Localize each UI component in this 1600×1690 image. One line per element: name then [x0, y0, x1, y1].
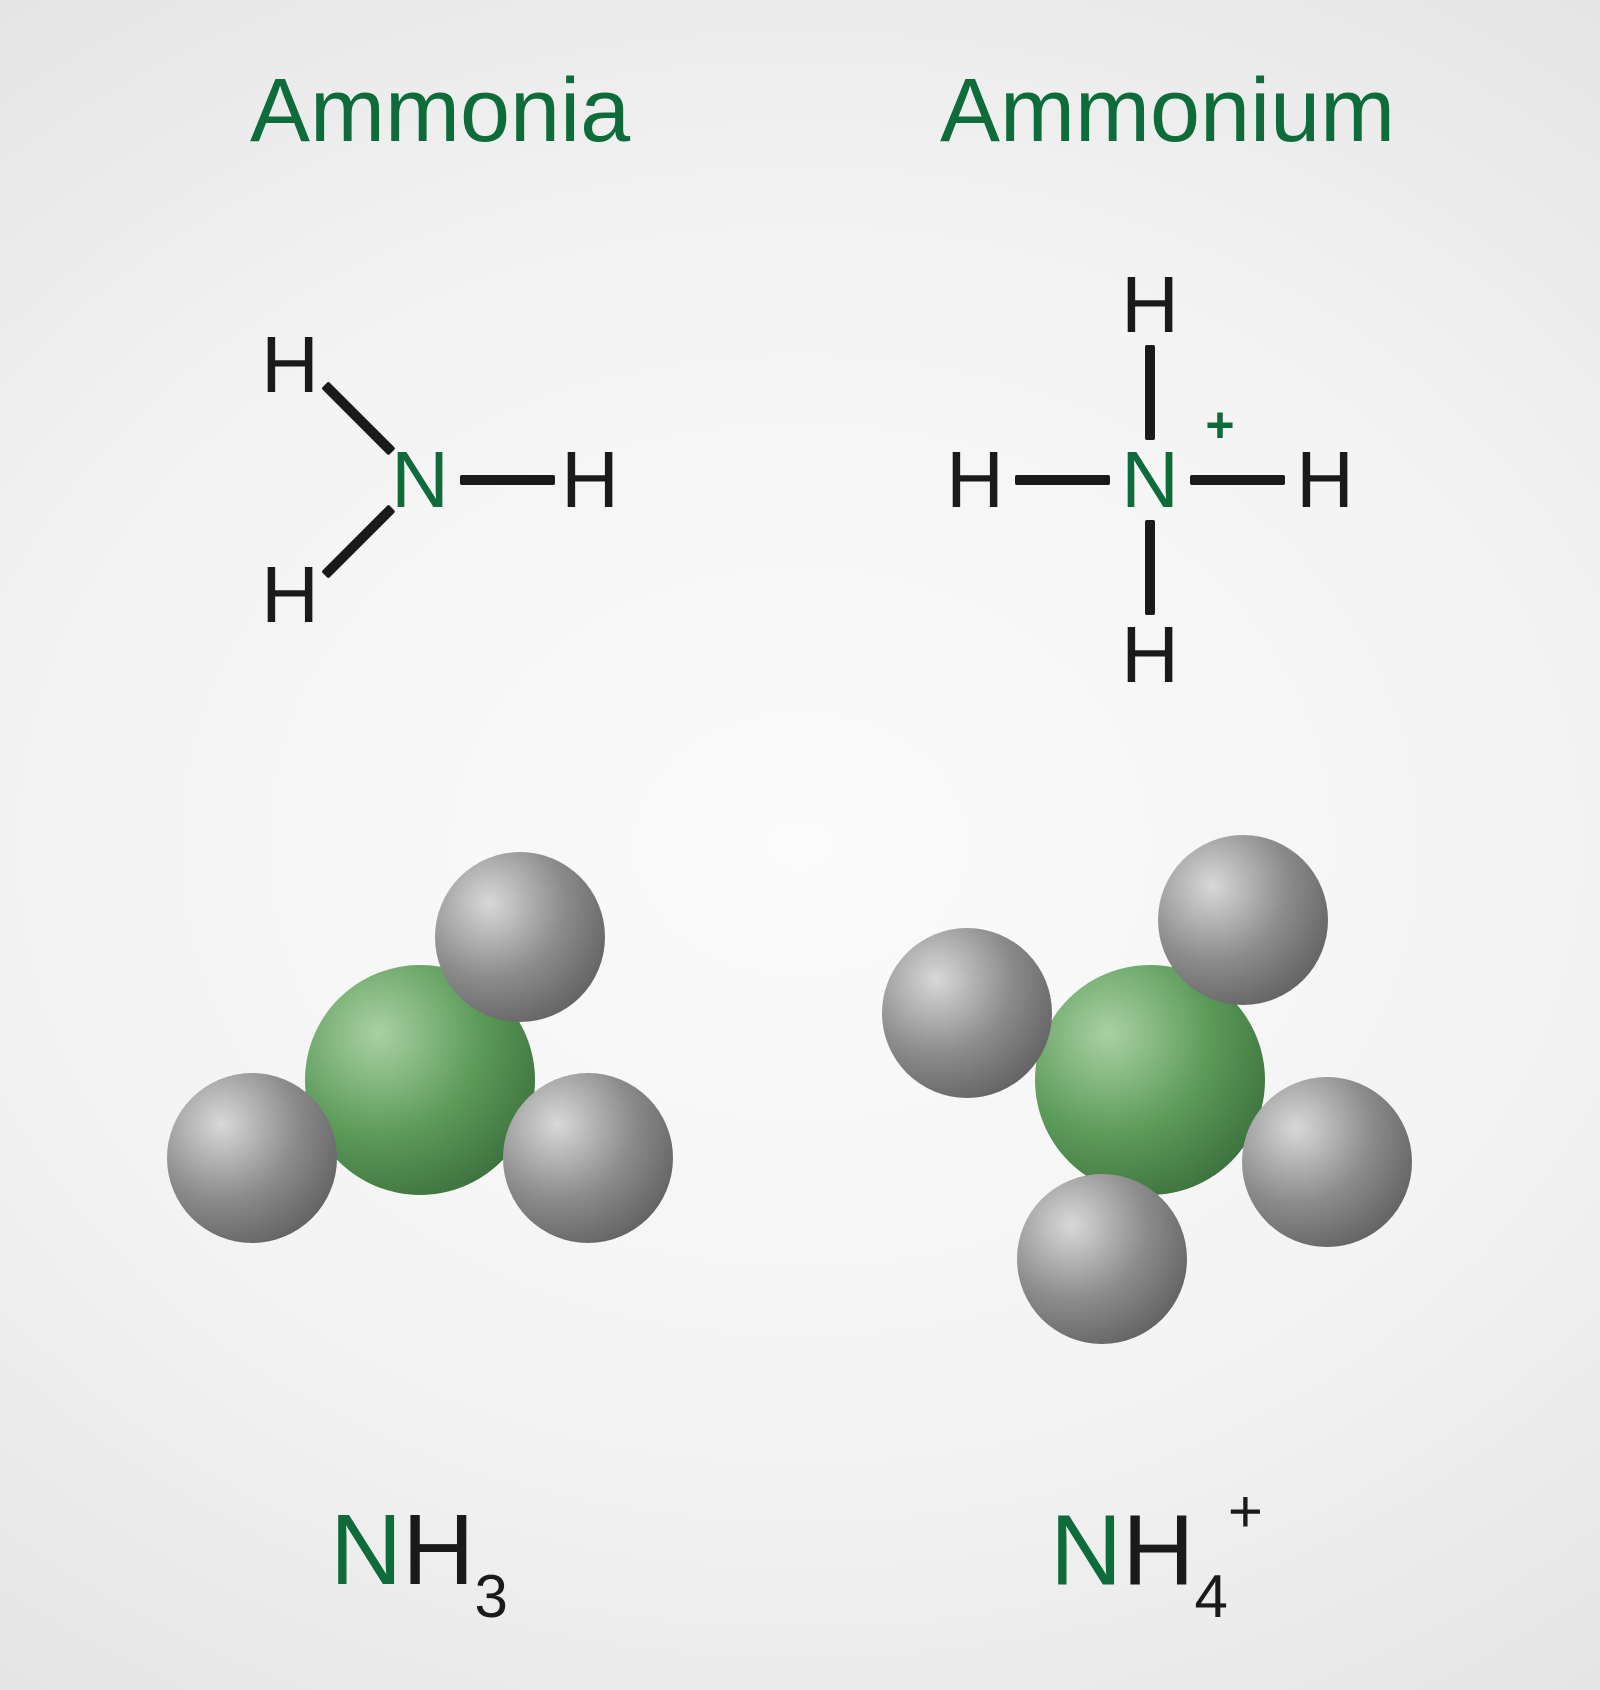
hydrogen-sphere [1017, 1174, 1187, 1344]
hydrogen-sphere [435, 852, 605, 1022]
bond-line [1145, 520, 1155, 615]
nitrogen-label: N [1121, 440, 1179, 520]
hydrogen-sphere [167, 1073, 337, 1243]
formula-part: N [330, 1494, 402, 1606]
hydrogen-label: H [946, 440, 1004, 520]
hydrogen-sphere [503, 1073, 673, 1243]
hydrogen-sphere [1242, 1077, 1412, 1247]
bond-line [321, 381, 395, 455]
hydrogen-label: H [1121, 615, 1179, 695]
bond-line [1190, 475, 1285, 485]
formula-part: 3 [474, 1563, 507, 1630]
hydrogen-label: H [261, 325, 319, 405]
hydrogen-sphere [882, 928, 1052, 1098]
hydrogen-sphere [1158, 835, 1328, 1005]
formula-part: H [1122, 1494, 1194, 1606]
diagram-canvas: Ammonia HHHN NH3 Ammonium HHHHN+ NH4+ [0, 0, 1600, 1690]
ammonium-formula: NH4+ [1050, 1500, 1263, 1615]
hydrogen-label: H [561, 440, 619, 520]
hydrogen-label: H [1121, 265, 1179, 345]
bond-line [1145, 345, 1155, 440]
bond-line [460, 475, 555, 485]
formula-part: + [1228, 1478, 1263, 1545]
formula-part: N [1050, 1494, 1122, 1606]
formula-part: 4 [1194, 1563, 1227, 1630]
ammonia-title: Ammonia [250, 60, 630, 163]
hydrogen-label: H [261, 555, 319, 635]
bond-line [321, 505, 395, 579]
nitrogen-label: N [391, 440, 449, 520]
ammonium-title: Ammonium [940, 60, 1395, 163]
ammonia-formula: NH3 [330, 1500, 508, 1615]
formula-part: H [402, 1494, 474, 1606]
bond-line [1015, 475, 1110, 485]
charge-plus: + [1205, 400, 1234, 450]
hydrogen-label: H [1296, 440, 1354, 520]
